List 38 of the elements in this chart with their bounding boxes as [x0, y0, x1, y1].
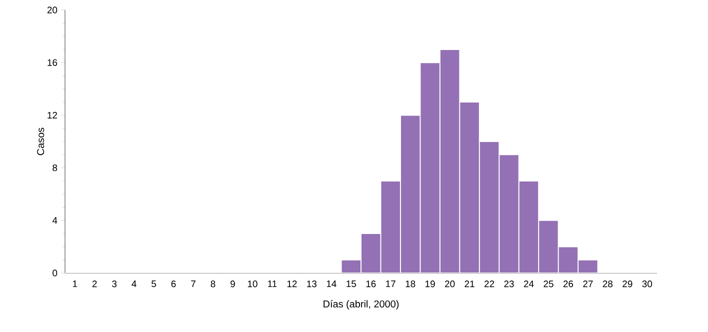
x-tick-label: 8 — [210, 280, 216, 288]
x-tick-label: 13 — [307, 280, 317, 288]
y-tick-label: 4 — [52, 217, 58, 224]
x-tick-label: 2 — [92, 280, 97, 288]
x-tick-label: 15 — [346, 280, 356, 288]
x-axis-title: Días (abril, 2000) — [324, 300, 399, 310]
y-tick-label: 16 — [48, 59, 58, 66]
x-tick-label: 7 — [191, 280, 196, 288]
y-tick-label: 12 — [48, 112, 58, 118]
x-tick-label: 24 — [524, 280, 534, 288]
x-tick-label: 16 — [366, 280, 376, 288]
x-tick-label: 29 — [622, 280, 632, 288]
x-tick-label: 30 — [642, 280, 652, 288]
x-tick-label: 23 — [504, 280, 514, 288]
x-tick-label: 1 — [72, 280, 78, 288]
x-tick-label: 11 — [268, 280, 277, 288]
x-tick-label: 18 — [406, 280, 416, 288]
x-tick-label: 25 — [544, 280, 554, 288]
x-tick-label: 22 — [484, 280, 494, 288]
y-tick-label: 20 — [47, 6, 58, 14]
x-tick-label: 19 — [426, 280, 435, 288]
x-tick-label: 20 — [445, 280, 455, 288]
x-tick-label: 10 — [248, 280, 258, 288]
x-tick-label: 3 — [112, 280, 117, 288]
x-tick-label: 6 — [171, 280, 176, 288]
x-tick-label: 14 — [326, 280, 336, 288]
x-tick-label: 28 — [602, 280, 613, 288]
x-tick-label: 17 — [386, 280, 396, 288]
x-tick-label: 27 — [583, 280, 593, 288]
x-tick-label: 4 — [132, 280, 136, 288]
x-tick-label: 5 — [152, 280, 156, 288]
x-tick-label: 12 — [287, 280, 297, 288]
x-tick-label: 21 — [464, 280, 474, 288]
y-tick-label: 0 — [52, 270, 58, 276]
x-tick-label: 9 — [230, 280, 235, 288]
y-tick-label: 8 — [52, 164, 58, 172]
x-tick-label: 26 — [563, 280, 574, 288]
y-axis-title: Casos — [37, 128, 44, 156]
